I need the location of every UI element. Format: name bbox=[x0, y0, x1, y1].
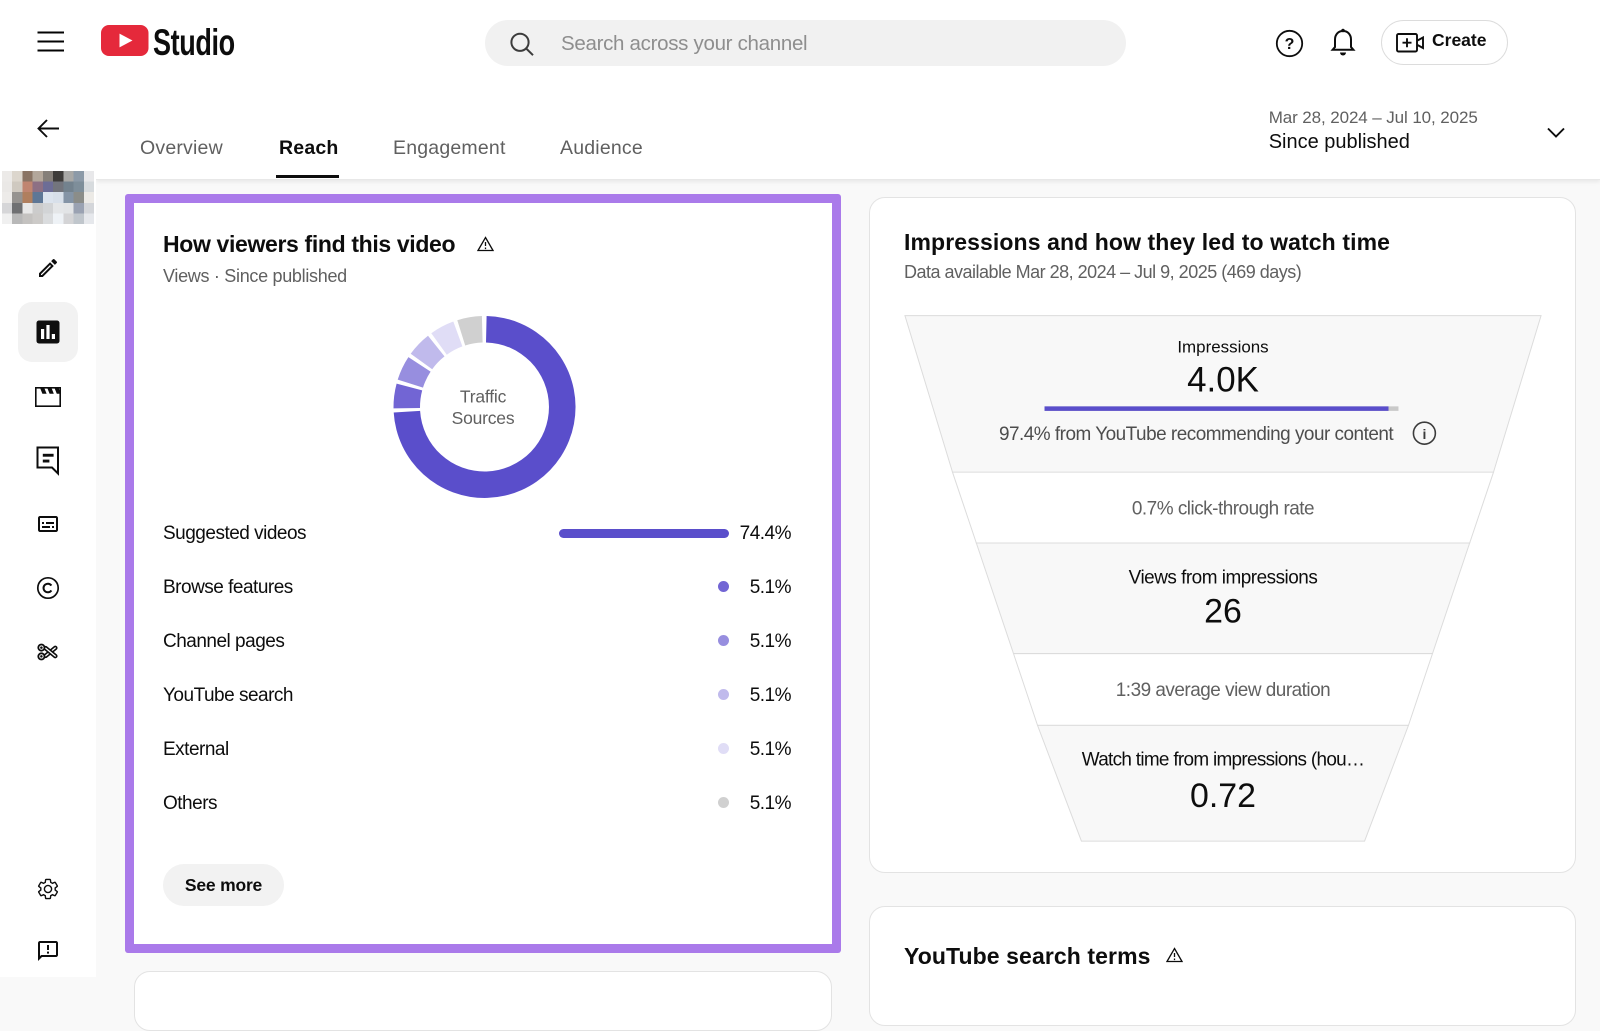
svg-text:Views from impressions: Views from impressions bbox=[1129, 568, 1318, 589]
svg-text:Watch time from impressions (h: Watch time from impressions (hou… bbox=[1082, 749, 1365, 770]
svg-text:0.7% click-through rate: 0.7% click-through rate bbox=[1132, 499, 1314, 520]
svg-text:97.4% from YouTube recommendin: 97.4% from YouTube recommending your con… bbox=[999, 424, 1394, 445]
svg-text:i: i bbox=[1422, 426, 1426, 442]
svg-text:4.0K: 4.0K bbox=[1187, 360, 1259, 399]
svg-text:1:39 average view duration: 1:39 average view duration bbox=[1116, 680, 1330, 701]
svg-text:Sources: Sources bbox=[452, 408, 515, 428]
svg-text:Impressions: Impressions bbox=[1177, 338, 1268, 357]
svg-text:26: 26 bbox=[1204, 593, 1242, 631]
svg-text:Traffic: Traffic bbox=[460, 387, 507, 407]
svg-text:0.72: 0.72 bbox=[1190, 777, 1256, 815]
svg-text:?: ? bbox=[1285, 36, 1295, 53]
